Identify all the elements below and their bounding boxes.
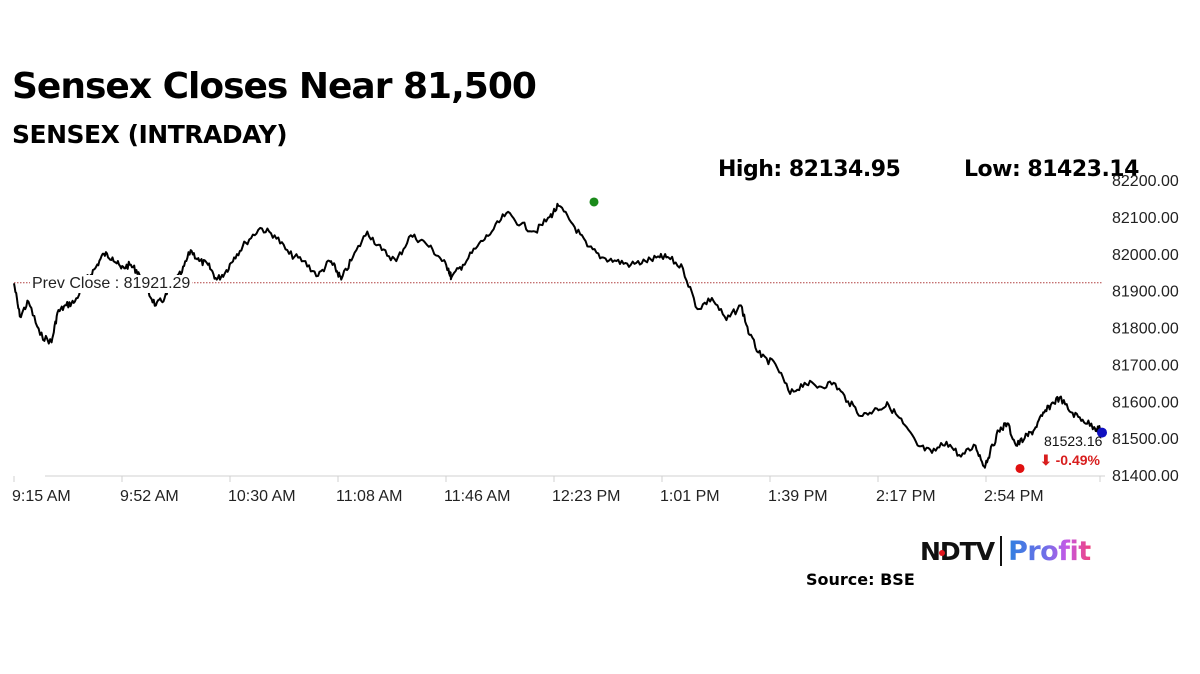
last-value-label: 81523.16 <box>1044 433 1103 449</box>
y-tick-label: 82000.00 <box>1112 247 1179 264</box>
x-tick-label: 1:39 PM <box>768 488 828 505</box>
price-line <box>13 202 1101 469</box>
x-tick-label: 10:30 AM <box>228 488 296 505</box>
x-tick-label: 9:52 AM <box>120 488 179 505</box>
low-marker <box>1015 463 1025 473</box>
change-percent: ⬇ -0.49% <box>1040 452 1100 468</box>
x-axis-labels: 9:15 AM 9:52 AM 10:30 AM 11:08 AM 11:46 AM 12… <box>12 488 1044 505</box>
x-tick-label: 2:17 PM <box>876 488 936 505</box>
y-tick-label: 81500.00 <box>1112 431 1179 448</box>
x-tick-label: 2:54 PM <box>984 488 1044 505</box>
x-tick-label: 11:46 AM <box>444 488 510 505</box>
y-tick-label: 81800.00 <box>1112 321 1179 338</box>
logo-red-dot-icon <box>939 549 945 556</box>
y-tick-label: 81900.00 <box>1112 284 1179 301</box>
y-axis: 82200.00 82100.00 82000.00 81900.00 81800.00… <box>1112 173 1179 485</box>
high-marker <box>589 197 599 207</box>
y-tick-label: 82100.00 <box>1112 210 1179 227</box>
chart-subtitle: SENSEX (INTRADAY) <box>12 120 288 149</box>
y-tick-label: 81400.00 <box>1112 468 1179 485</box>
last-marker <box>1097 427 1107 438</box>
y-tick-label: 81700.00 <box>1112 357 1179 374</box>
x-tick-label: 9:15 AM <box>12 488 71 505</box>
prev-close-label: Prev Close : 81921.29 <box>30 275 193 293</box>
profit-wordmark: Profit <box>1008 535 1091 567</box>
x-tick-label: 12:23 PM <box>552 488 620 505</box>
low-value: Low: 81423.14 <box>964 157 1139 182</box>
chart-title: Sensex Closes Near 81,500 <box>12 66 537 107</box>
y-tick-label: 81600.00 <box>1112 394 1179 411</box>
y-tick-label: 82200.00 <box>1112 173 1179 190</box>
x-axis <box>13 475 1105 482</box>
x-tick-label: 1:01 PM <box>660 488 720 505</box>
x-tick-label: 11:08 AM <box>336 488 402 505</box>
high-value: High: 82134.95 <box>718 157 901 182</box>
source-label: Source: BSE <box>806 570 915 589</box>
logo-divider <box>1000 536 1003 566</box>
ndtv-wordmark: NDTV <box>920 536 995 566</box>
ndtv-profit-logo: NDTV Profit <box>920 534 1091 568</box>
